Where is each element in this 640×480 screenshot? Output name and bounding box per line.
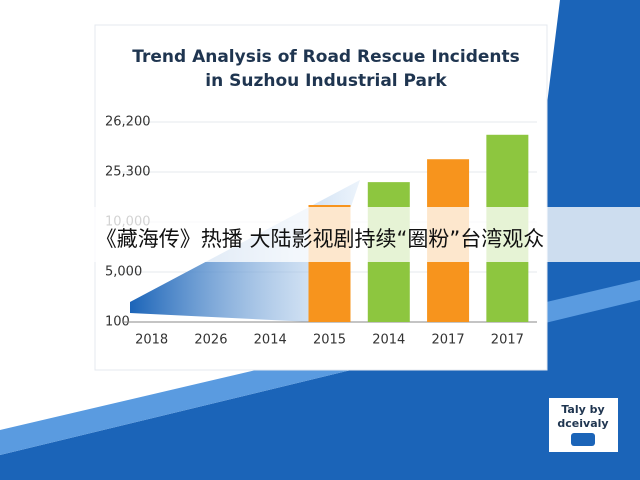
x-tick-label: 2017 bbox=[491, 333, 524, 348]
x-tick-label: 2017 bbox=[432, 333, 465, 348]
chart-title: Trend Analysis of Road Rescue Incidents bbox=[132, 47, 520, 67]
x-tick-label: 2018 bbox=[135, 333, 168, 348]
logo-text: dceivaly bbox=[557, 417, 608, 430]
x-tick-label: 2014 bbox=[372, 333, 405, 348]
y-tick-label: 25,300 bbox=[105, 165, 151, 180]
x-tick-label: 2014 bbox=[254, 333, 287, 348]
y-tick-label: 5,000 bbox=[105, 265, 142, 280]
x-tick-label: 2015 bbox=[313, 333, 346, 348]
y-tick-label: 26,200 bbox=[105, 115, 151, 130]
logo-text: Taly by bbox=[561, 403, 604, 416]
chart-title: in Suzhou Industrial Park bbox=[205, 71, 447, 91]
y-tick-label: 100 bbox=[105, 315, 130, 330]
caption: 《藏海传》热播 大陆影视剧持续“圈粉”台湾观众 bbox=[96, 227, 544, 251]
x-tick-label: 2026 bbox=[194, 333, 227, 348]
logo-icon bbox=[571, 433, 595, 446]
caption-band bbox=[0, 207, 640, 262]
